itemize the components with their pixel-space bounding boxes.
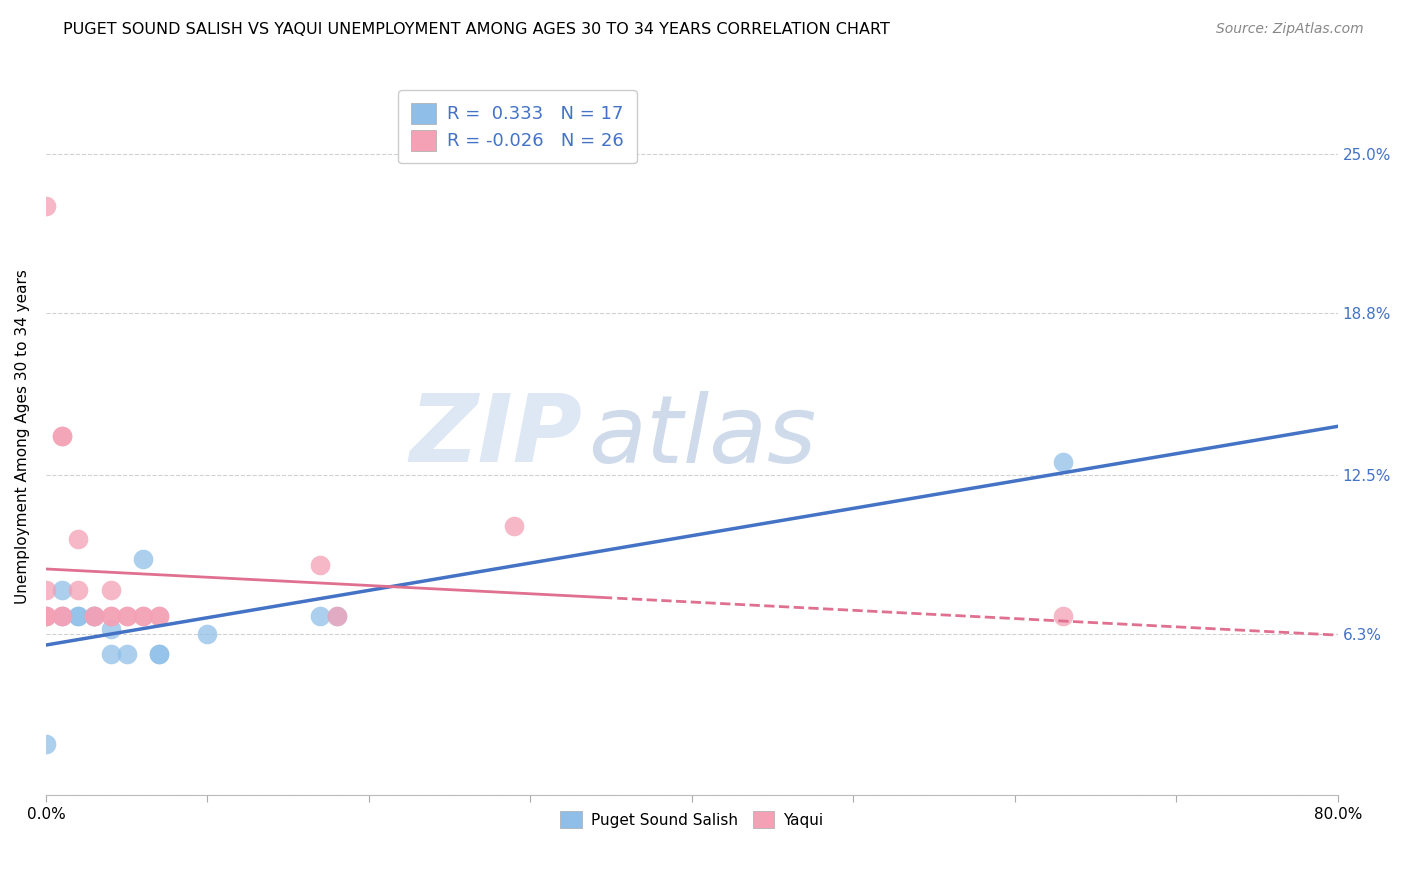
Point — [115, 608, 138, 623]
Point — [503, 519, 526, 533]
Point — [115, 608, 138, 623]
Point — [197, 627, 219, 641]
Y-axis label: Unemployment Among Ages 30 to 34 years: Unemployment Among Ages 30 to 34 years — [15, 269, 30, 604]
Text: PUGET SOUND SALISH VS YAQUI UNEMPLOYMENT AMONG AGES 30 TO 34 YEARS CORRELATION C: PUGET SOUND SALISH VS YAQUI UNEMPLOYMENT… — [63, 22, 890, 37]
Legend: Puget Sound Salish, Yaqui: Puget Sound Salish, Yaqui — [554, 805, 830, 834]
Point — [35, 608, 58, 623]
Point — [51, 429, 73, 443]
Point — [132, 608, 155, 623]
Point — [51, 608, 73, 623]
Point — [1052, 608, 1074, 623]
Point — [309, 558, 332, 572]
Point — [100, 608, 122, 623]
Point — [325, 608, 347, 623]
Point — [148, 608, 170, 623]
Point — [100, 648, 122, 662]
Point — [67, 532, 90, 546]
Point — [67, 583, 90, 598]
Point — [51, 608, 73, 623]
Point — [1052, 455, 1074, 469]
Point — [67, 608, 90, 623]
Point — [148, 608, 170, 623]
Point — [35, 737, 58, 751]
Point — [35, 608, 58, 623]
Point — [115, 648, 138, 662]
Point — [83, 608, 105, 623]
Point — [325, 608, 347, 623]
Text: atlas: atlas — [589, 391, 817, 482]
Point — [51, 583, 73, 598]
Point — [100, 608, 122, 623]
Text: ZIP: ZIP — [409, 391, 582, 483]
Point — [100, 622, 122, 636]
Point — [35, 608, 58, 623]
Point — [148, 648, 170, 662]
Point — [309, 608, 332, 623]
Point — [148, 648, 170, 662]
Point — [83, 608, 105, 623]
Point — [51, 429, 73, 443]
Point — [100, 583, 122, 598]
Point — [83, 608, 105, 623]
Point — [67, 608, 90, 623]
Point — [132, 552, 155, 566]
Point — [83, 608, 105, 623]
Point — [35, 199, 58, 213]
Text: Source: ZipAtlas.com: Source: ZipAtlas.com — [1216, 22, 1364, 37]
Point — [35, 583, 58, 598]
Point — [51, 608, 73, 623]
Point — [132, 608, 155, 623]
